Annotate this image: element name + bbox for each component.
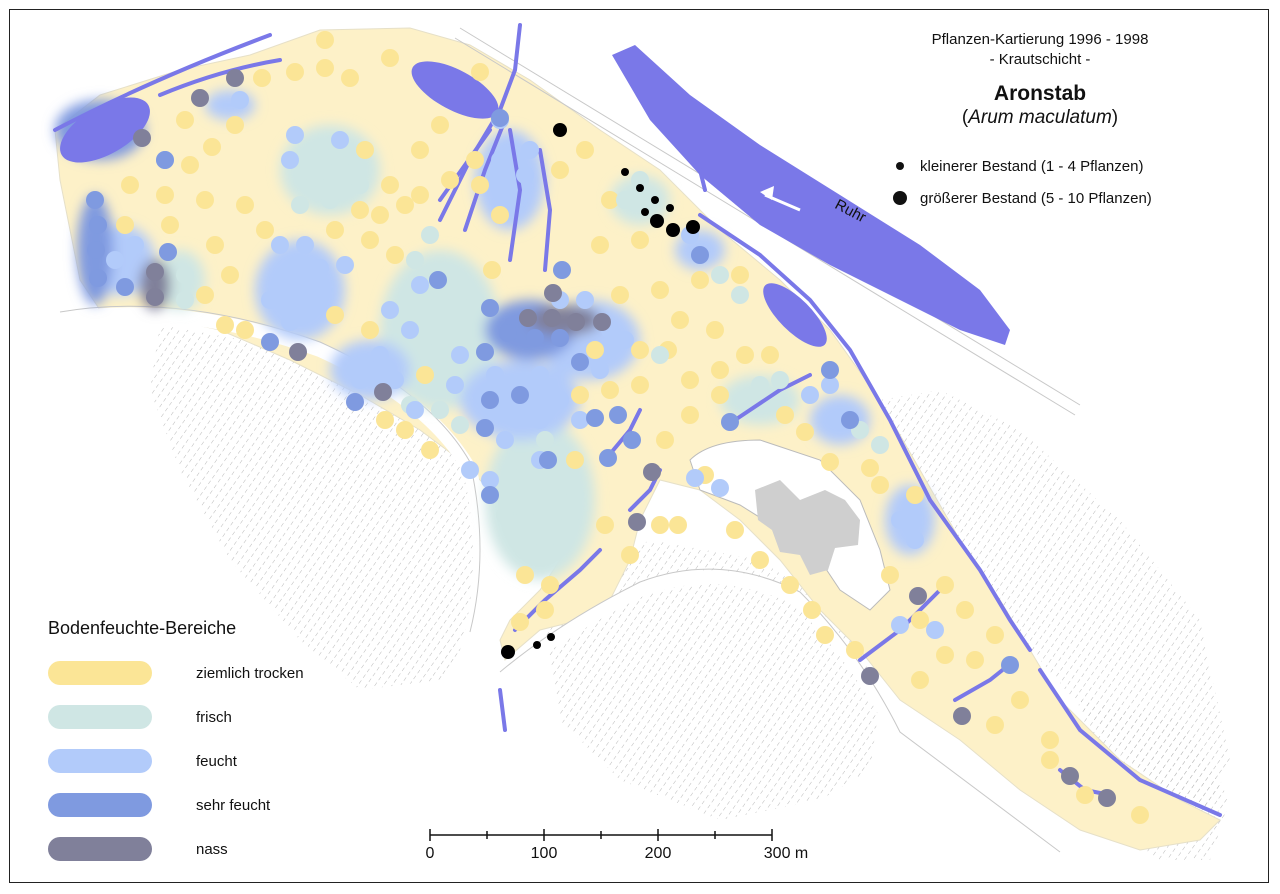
plots-dry <box>116 31 1149 824</box>
pond-north <box>411 61 499 119</box>
marker-legend-large: größerer Bestand (5 - 10 Pflanzen) <box>890 182 1230 214</box>
plots-fresh <box>176 141 889 554</box>
aronstab-occurrences <box>501 123 700 659</box>
small-stand-marker <box>651 196 659 204</box>
legend-title: Bodenfeuchte-Bereiche <box>48 618 237 638</box>
title-line2: - Krautschicht - <box>989 51 1091 68</box>
small-stand-marker <box>636 184 644 192</box>
small-dot-icon <box>896 162 904 170</box>
marker-legend-small: kleinerer Bestand (1 - 4 Pflanzen) <box>890 150 1230 182</box>
legend-swatch-very-moist <box>48 793 152 817</box>
scale-tick-0: 0 <box>425 845 435 862</box>
legend-swatch-dry <box>48 661 152 685</box>
small-stand-marker <box>666 204 674 212</box>
title-line1: Pflanzen-Kartierung 1996 - 1998 <box>931 31 1149 48</box>
plots-wet <box>133 69 1116 807</box>
legend-item: sehr feucht <box>48 783 368 827</box>
pond-east <box>763 283 827 347</box>
small-stand-marker <box>621 168 629 176</box>
scale-bar <box>429 829 773 841</box>
large-stand-marker <box>553 123 567 137</box>
moisture-legend: Bodenfeuchte-Bereiche ziemlich trocken f… <box>48 618 368 871</box>
ruhr-river <box>612 45 1010 345</box>
plots-moist <box>106 91 944 639</box>
small-stand-marker <box>533 641 541 649</box>
scale-tick-200: 200 <box>644 845 672 862</box>
legend-item: feucht <box>48 739 368 783</box>
legend-item: frisch <box>48 695 368 739</box>
species-latin: (Arum maculatum) <box>961 107 1119 128</box>
large-dot-icon <box>893 191 907 205</box>
large-stand-marker <box>686 220 700 234</box>
small-stand-marker <box>547 633 555 641</box>
plots-very-moist <box>86 109 1019 674</box>
legend-item: nass <box>48 827 368 871</box>
large-stand-marker <box>666 223 680 237</box>
water-bodies <box>60 45 1010 347</box>
legend-swatch-moist <box>48 749 152 773</box>
map-title: Pflanzen-Kartierung 1996 - 1998 - Krauts… <box>880 30 1200 130</box>
building-complex <box>689 439 891 611</box>
legend-swatch-fresh <box>48 705 152 729</box>
legend-item: ziemlich trocken <box>48 651 368 695</box>
small-stand-marker <box>641 208 649 216</box>
species-name: Aronstab <box>993 82 1087 105</box>
large-stand-marker <box>501 645 515 659</box>
scale-tick-100: 100 <box>530 845 558 862</box>
scale-tick-300: 300 m <box>763 845 809 862</box>
pond-west <box>60 97 150 163</box>
legend-swatch-wet <box>48 837 152 861</box>
marker-legend: kleinerer Bestand (1 - 4 Pflanzen) größe… <box>890 150 1230 214</box>
large-stand-marker <box>650 214 664 228</box>
